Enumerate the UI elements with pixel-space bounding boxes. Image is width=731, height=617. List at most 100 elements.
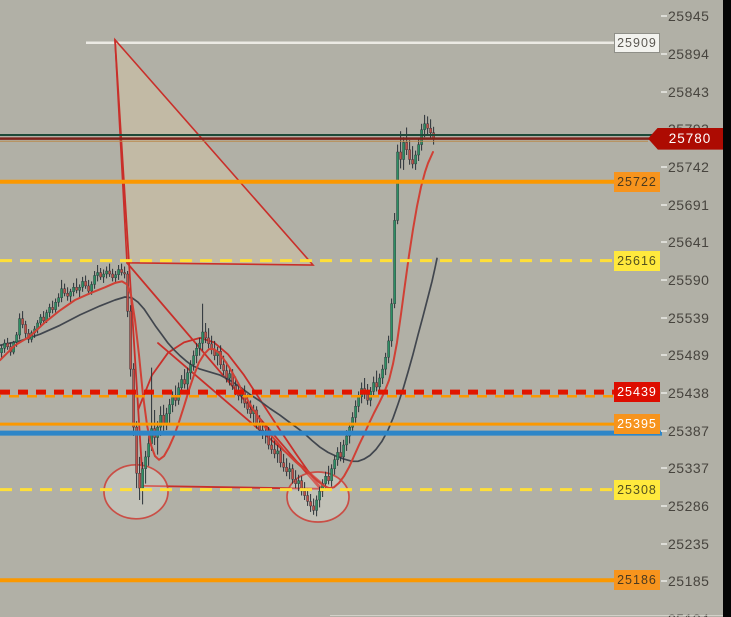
axis-tick	[661, 278, 667, 281]
candle	[225, 361, 228, 383]
candle	[177, 382, 180, 405]
candle	[156, 421, 159, 455]
candle	[339, 442, 342, 462]
candle	[192, 350, 195, 371]
axis-tick	[661, 391, 667, 394]
candle	[411, 146, 414, 169]
candle	[63, 283, 66, 297]
axis-tick-label: 25894	[668, 45, 710, 62]
lows-connector[interactable]	[142, 484, 325, 490]
candle	[24, 320, 27, 338]
candle	[99, 268, 102, 280]
axis-tick-label: 25489	[668, 347, 710, 363]
candle	[72, 282, 75, 297]
candle	[48, 303, 51, 318]
candle	[417, 138, 420, 161]
slow-ma	[0, 257, 438, 463]
candle	[114, 271, 117, 284]
candle	[399, 131, 402, 169]
price-level-label-25439: 25439	[614, 382, 660, 403]
price-level-label-25308: 25308	[614, 479, 660, 500]
candle	[285, 458, 288, 477]
candle	[108, 263, 111, 277]
axis-tick	[661, 580, 667, 582]
price-level-label-25186: 25186	[614, 570, 660, 591]
candle	[282, 453, 285, 472]
axis-tick-label: 25843	[668, 83, 710, 100]
candle	[36, 320, 39, 334]
axis-tick-label: 25235	[668, 535, 710, 552]
axis-tick-label: 25539	[668, 309, 710, 326]
candle	[210, 335, 213, 355]
candle	[291, 464, 294, 484]
candle	[423, 114, 426, 138]
candle	[297, 474, 300, 492]
candle	[144, 450, 147, 484]
candle	[189, 360, 192, 380]
candle	[387, 335, 390, 364]
axis-tick-label: 25387	[668, 422, 710, 439]
candle	[105, 266, 108, 279]
axis-tick-label: 25134	[668, 611, 709, 617]
candle	[402, 137, 405, 170]
candle	[375, 370, 378, 392]
candle	[327, 465, 330, 485]
candle	[426, 116, 429, 135]
candle	[102, 269, 105, 283]
axis-tick-label: 25742	[668, 158, 710, 175]
impulse-line[interactable]	[114, 38, 144, 487]
candle	[57, 293, 60, 307]
candle	[276, 445, 279, 463]
axis-tick-label: 25641	[668, 233, 710, 250]
candle	[78, 284, 81, 298]
candle	[195, 343, 198, 364]
candle	[354, 400, 357, 423]
candle	[129, 305, 132, 377]
candle	[120, 263, 123, 276]
candle	[54, 298, 57, 313]
candle	[0, 345, 3, 359]
triangle-pattern[interactable]	[114, 37, 315, 266]
rounding-arc[interactable]	[137, 336, 324, 491]
candle	[312, 498, 315, 515]
axis-tick-label: 25337	[668, 460, 710, 476]
candle	[117, 265, 120, 280]
axis-tick	[661, 90, 667, 93]
candle	[288, 462, 291, 480]
price-level-label-25909: 25909	[614, 32, 660, 53]
candle	[420, 123, 423, 151]
axis-tick	[661, 52, 667, 55]
candle	[75, 278, 78, 294]
candle	[21, 311, 24, 329]
candle	[81, 276, 84, 292]
axis-tick-label: 25945	[668, 7, 710, 24]
price-level-label-25722: 25722	[614, 171, 660, 192]
candle	[333, 455, 336, 475]
candle	[342, 439, 345, 463]
candle	[3, 339, 6, 353]
candle	[336, 447, 339, 466]
candle	[309, 494, 312, 512]
candle	[51, 300, 54, 314]
candle	[168, 398, 171, 423]
candle	[384, 352, 387, 376]
axis-tick	[661, 429, 667, 432]
candle	[393, 213, 396, 309]
axis-tick	[661, 542, 667, 545]
axis-tick	[661, 504, 667, 507]
candle	[228, 367, 231, 386]
axis-tick	[661, 316, 667, 319]
candle	[216, 346, 219, 366]
candle	[294, 470, 297, 489]
candle	[246, 394, 249, 414]
candle	[414, 150, 417, 170]
candle	[183, 369, 186, 389]
candle	[69, 288, 72, 303]
axis-tick	[661, 203, 667, 206]
candle	[363, 378, 366, 399]
candle	[162, 404, 165, 433]
axis-tick	[661, 354, 667, 356]
candle	[396, 144, 399, 225]
